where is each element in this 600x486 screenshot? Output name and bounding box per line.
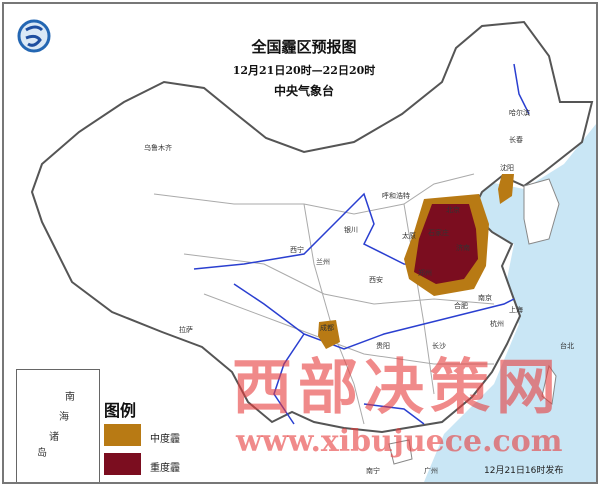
city-label: 南京 [478, 294, 492, 302]
city-label: 石家庄 [428, 229, 449, 237]
korea [523, 178, 560, 245]
china-outline [30, 20, 594, 434]
legend-swatch-severe [104, 453, 141, 475]
inset-label: 南 [65, 392, 75, 403]
city-label: 台北 [560, 342, 574, 350]
city-label: 沈阳 [500, 164, 514, 172]
legend-label-moderate: 中度霾 [150, 434, 180, 445]
city-label: 太原 [402, 232, 416, 240]
city-label: 西安 [369, 276, 383, 284]
watermark-url: www.xibujuece.com [236, 424, 563, 459]
city-label: 上海 [509, 306, 523, 314]
inset-label: 岛 [37, 448, 47, 459]
city-label: 长沙 [432, 342, 446, 350]
city-label: 贵阳 [376, 342, 390, 350]
moderate-haze-liaoning [498, 174, 514, 204]
inset-label: 诸 [49, 432, 59, 443]
city-label: 银川 [344, 226, 358, 234]
logo [17, 19, 51, 53]
city-label: 拉萨 [179, 326, 193, 334]
issuer: 中央气象台 [273, 84, 334, 98]
city-label: 呼和浩特 [382, 192, 410, 200]
city-label: 杭州 [490, 320, 504, 328]
hainan [388, 439, 413, 465]
city-label: 合肥 [454, 302, 468, 310]
map-canvas [17, 19, 596, 482]
city-label: 哈尔滨 [509, 109, 530, 117]
city-label: 济南 [456, 244, 470, 252]
forecast-period: 12月21日20时—22日20时 [232, 64, 376, 77]
moderate-haze-sichuan [318, 320, 340, 349]
city-label: 西宁 [290, 246, 304, 254]
city-label: 郑州 [418, 269, 432, 277]
issued-time: 12月21日16时发布 [484, 466, 564, 476]
map-title: 全国霾区预报图 [251, 38, 357, 56]
legend-label-severe: 重度霾 [150, 463, 180, 474]
legend-title: 图例 [104, 401, 137, 420]
south-china-sea-inset: 南 海 诸 岛 [16, 369, 100, 482]
city-label: 南宁 [366, 467, 380, 475]
inset-label: 海 [59, 412, 69, 423]
city-label: 广州 [424, 467, 438, 475]
taiwan [541, 364, 557, 405]
city-label: 成都 [320, 324, 334, 332]
watermark-text: 西部决策网 [232, 353, 562, 423]
city-label: 乌鲁木齐 [144, 144, 172, 152]
city-label: 兰州 [316, 258, 330, 266]
severe-haze-area [414, 204, 478, 284]
legend-swatch-moderate [104, 424, 141, 446]
city-label: 长春 [509, 136, 523, 144]
city-label: 北京 [446, 206, 460, 214]
